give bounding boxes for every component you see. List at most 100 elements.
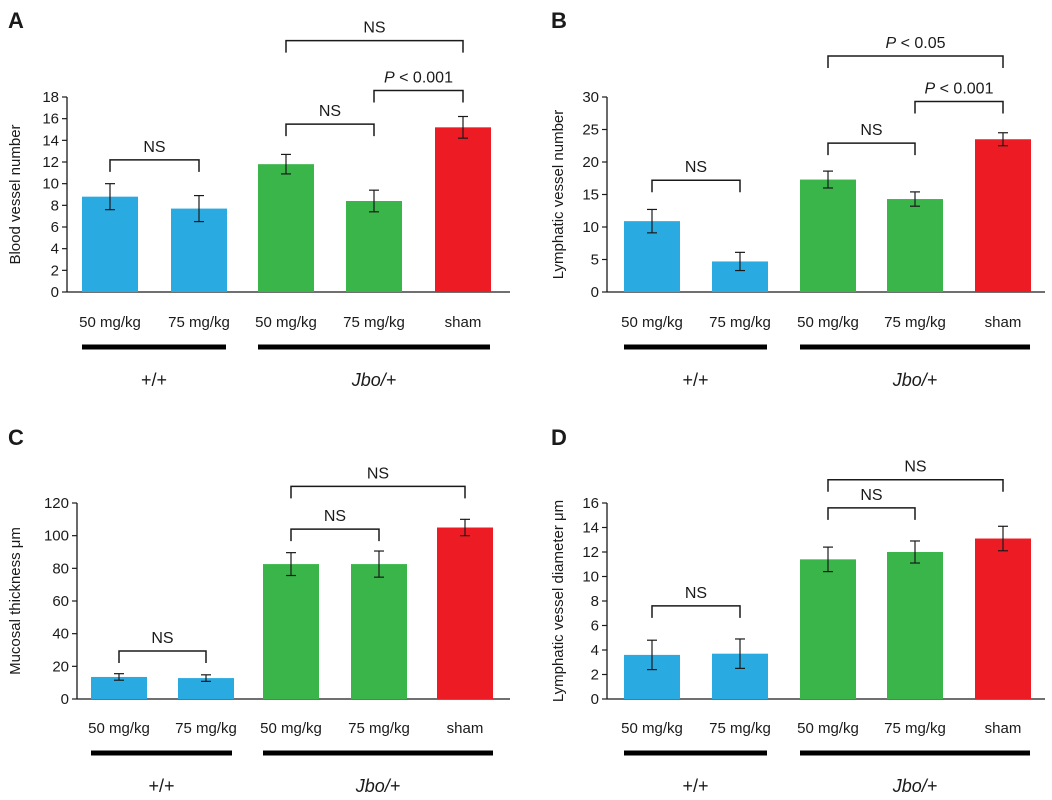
group-label: Jbo/+ (351, 370, 397, 390)
category-label: sham (985, 314, 1022, 331)
bar (82, 196, 138, 292)
p-value: < 0.001 (935, 81, 993, 98)
category-label: 75 mg/kg (884, 720, 946, 737)
category-label: 75 mg/kg (175, 720, 237, 737)
panel-letter: D (551, 425, 567, 450)
category-label: 50 mg/kg (621, 720, 683, 737)
significance-bracket (827, 55, 1004, 69)
y-tick-label: 16 (582, 495, 599, 512)
category-label: 50 mg/kg (88, 720, 150, 737)
significance-label: P < 0.05 (885, 35, 945, 52)
bar (346, 201, 402, 292)
y-tick-label: 12 (582, 544, 599, 561)
significance-label: P < 0.001 (925, 81, 994, 98)
category-label: 75 mg/kg (343, 314, 405, 331)
y-axis-label: Blood vessel number (7, 124, 24, 264)
significance-label: NS (685, 585, 707, 602)
y-tick-label: 2 (51, 262, 59, 279)
bar (91, 676, 147, 699)
bar (435, 127, 491, 292)
significance-bracket (651, 179, 741, 193)
significance-bracket (914, 100, 1004, 114)
y-tick-label: 20 (582, 154, 599, 171)
y-tick-label: 80 (52, 560, 69, 577)
panel-d: D 0 2 4 6 8 10 12 14 16 Lymphatic vessel diameter … (550, 425, 1045, 796)
significance-bracket (285, 123, 375, 137)
category-label: sham (985, 720, 1022, 737)
category-label: sham (447, 720, 484, 737)
bar (178, 678, 234, 699)
y-tick-label: 6 (591, 618, 599, 635)
y-tick-label: 12 (42, 154, 59, 171)
category-label: 75 mg/kg (884, 314, 946, 331)
y-tick-label: 8 (51, 197, 59, 214)
group-bar (263, 750, 493, 756)
y-tick-label: 5 (591, 252, 599, 269)
significance-label: NS (860, 487, 882, 504)
y-tick-label: 18 (42, 89, 59, 106)
panel-letter: B (551, 8, 567, 33)
category-label: 50 mg/kg (260, 720, 322, 737)
y-tick-label: 0 (61, 691, 69, 708)
significance-bracket (118, 650, 207, 663)
group-bar (82, 344, 226, 350)
significance-label: NS (367, 465, 389, 482)
significance-bracket (651, 605, 741, 618)
group-label: Jbo/+ (892, 370, 938, 390)
group-label: +/+ (148, 776, 174, 796)
bar (171, 208, 227, 292)
y-axis-label: Lymphatic vessel diameter μm (550, 500, 567, 702)
y-tick-label: 14 (42, 132, 59, 149)
y-axis-label: Lymphatic vessel number (550, 110, 567, 280)
y-tick-label: 10 (582, 219, 599, 236)
significance-label: NS (143, 139, 165, 156)
significance-bracket (827, 507, 916, 520)
p-symbol: P (885, 35, 896, 52)
bar (437, 527, 493, 699)
group-label: +/+ (682, 776, 708, 796)
significance-label: NS (860, 122, 882, 139)
significance-label: NS (324, 508, 346, 525)
bar (263, 564, 319, 699)
category-label: 50 mg/kg (255, 314, 317, 331)
significance-bracket (285, 39, 464, 53)
bar (800, 559, 856, 699)
p-value: < 0.001 (395, 70, 453, 87)
y-tick-label: 10 (582, 569, 599, 586)
significance-label: NS (319, 103, 341, 120)
category-label: 50 mg/kg (79, 314, 141, 331)
category-label: 75 mg/kg (168, 314, 230, 331)
bar (351, 564, 407, 699)
group-bar (800, 750, 1030, 756)
group-label: Jbo/+ (892, 776, 938, 796)
panel-c: C 0 20 40 60 80 100 120 Mucosal thickness μm 50 m… (7, 425, 510, 796)
panel-letter: C (8, 425, 24, 450)
bar (887, 199, 943, 292)
category-label: 75 mg/kg (348, 720, 410, 737)
group-bar (258, 344, 490, 350)
y-tick-label: 40 (52, 626, 69, 643)
bar (975, 139, 1031, 292)
y-tick-label: 16 (42, 111, 59, 128)
y-tick-label: 4 (591, 642, 599, 659)
y-tick-label: 6 (51, 219, 59, 236)
group-bar (800, 344, 1030, 350)
p-symbol: P (384, 70, 395, 87)
p-symbol: P (925, 81, 936, 98)
y-tick-label: 8 (591, 593, 599, 610)
y-tick-label: 120 (44, 495, 69, 512)
significance-bracket (373, 89, 464, 103)
y-tick-label: 0 (591, 284, 599, 301)
y-tick-label: 0 (591, 691, 599, 708)
panel-b: B 0 5 10 15 20 25 30 Lymphatic vessel number 50 m… (550, 8, 1045, 390)
y-tick-label: 0 (51, 284, 59, 301)
significance-bracket (827, 142, 916, 156)
significance-bracket (109, 159, 200, 172)
category-label: sham (445, 314, 482, 331)
panel-a: A 0 2 4 6 8 10 12 14 16 18 Blood vessel number 50 mg… (7, 8, 510, 390)
significance-label: P < 0.001 (384, 70, 453, 87)
significance-bracket (290, 485, 466, 499)
group-label: +/+ (682, 370, 708, 390)
